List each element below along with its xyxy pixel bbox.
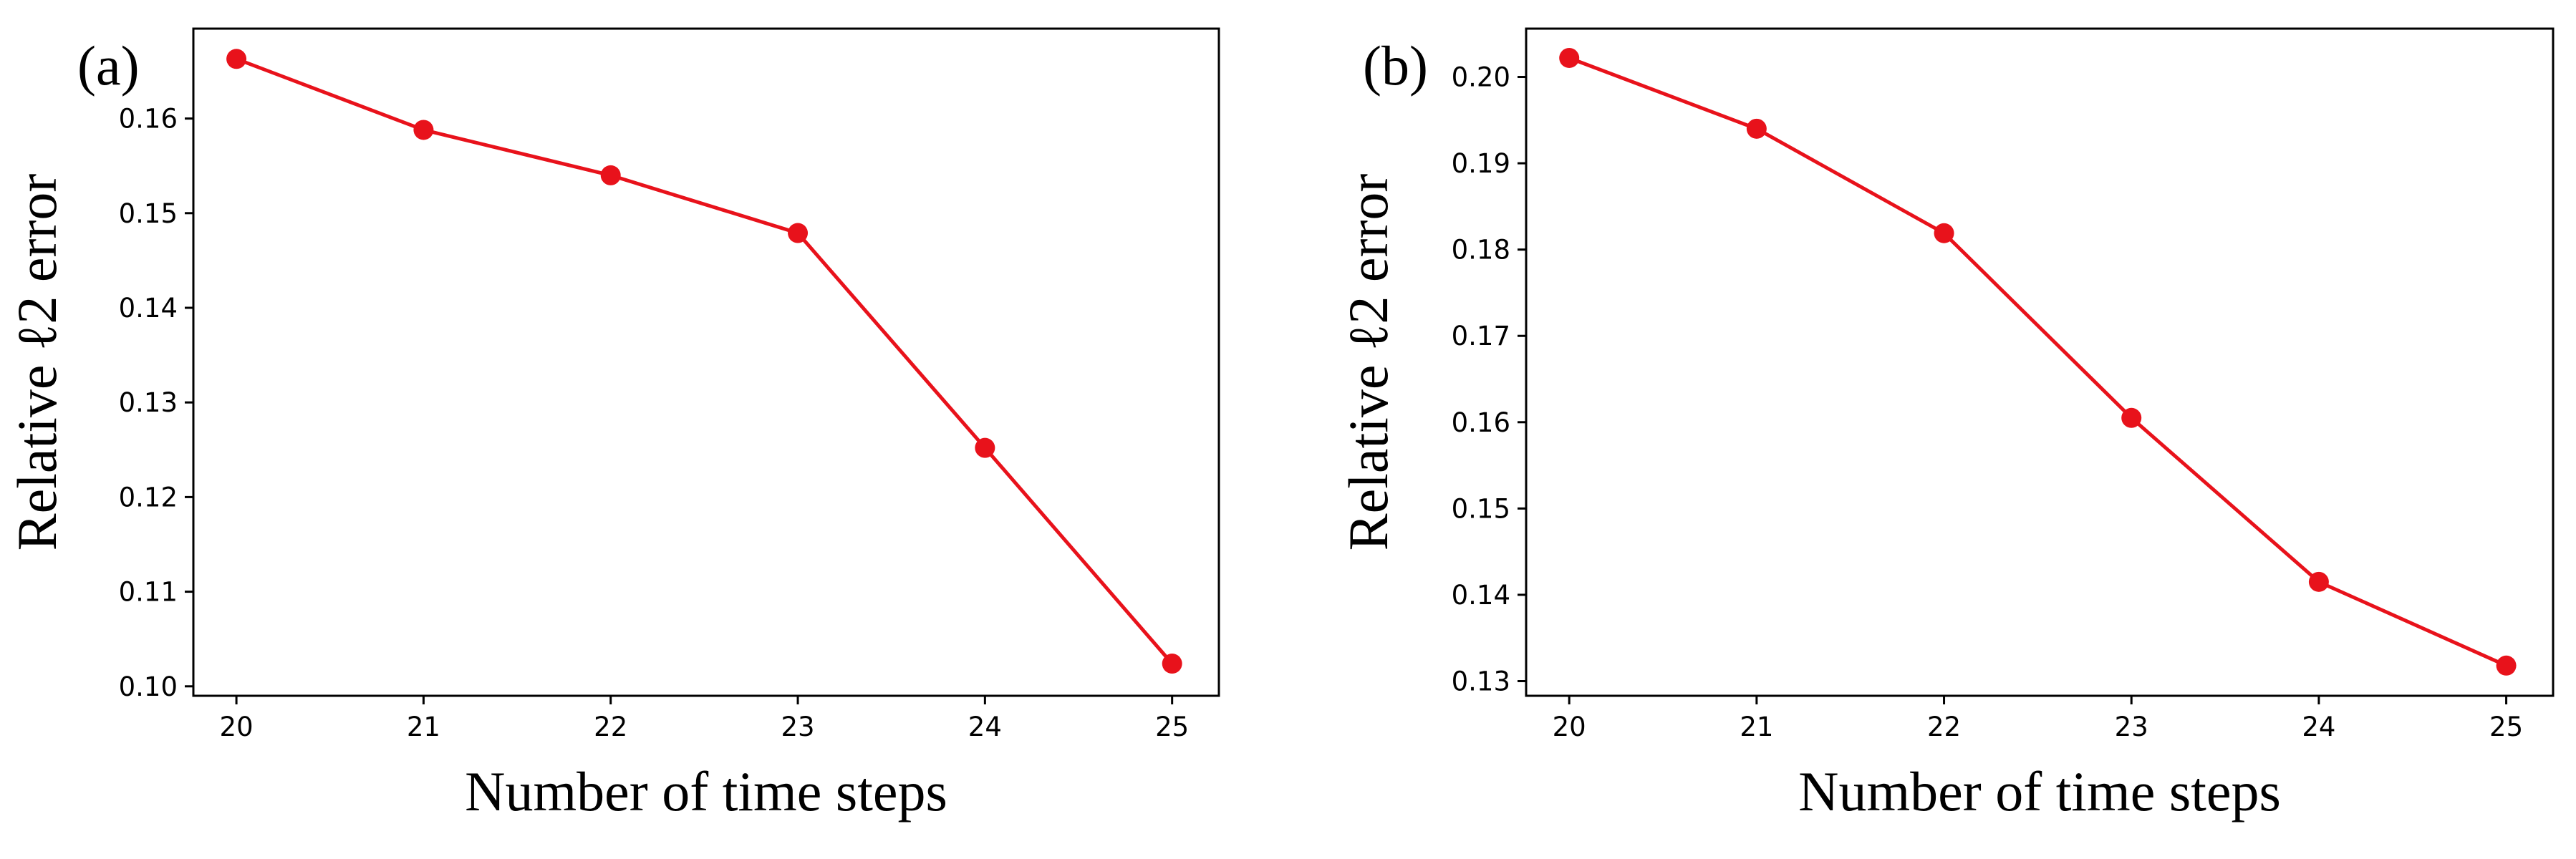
y-tick-label: 0.15 <box>119 198 178 229</box>
data-point <box>1559 47 1580 68</box>
data-point <box>1934 223 1954 243</box>
data-point <box>2121 407 2142 428</box>
x-tick-label: 23 <box>2115 712 2148 742</box>
y-tick-label: 0.19 <box>1452 148 1510 179</box>
series-line <box>1568 56 2507 668</box>
x-tick-label: 22 <box>594 712 627 742</box>
y-axis-title: Relative ℓ2 error <box>6 174 68 551</box>
x-tick-label: 20 <box>220 712 254 742</box>
data-point <box>788 223 809 243</box>
y-tick-label: 0.16 <box>119 104 178 135</box>
y-tick-label: 0.18 <box>1452 235 1510 266</box>
x-tick-label: 25 <box>2489 712 2523 742</box>
data-point <box>413 120 434 140</box>
x-axis-title: Number of time steps <box>465 760 947 822</box>
series-line <box>236 57 1174 665</box>
y-tick-label: 0.13 <box>1452 666 1510 697</box>
x-tick-label: 20 <box>1553 712 1586 742</box>
x-axis-title: Number of time steps <box>1798 760 2281 822</box>
panel-b: 20 21 22 23 24 25 0.13 0.14 0.15 0.16 0.17 0.18 0.19… <box>1337 27 2555 822</box>
y-tick-label: 0.12 <box>119 482 178 513</box>
y-tick-label: 0.17 <box>1452 321 1510 351</box>
y-tick-label: 0.15 <box>1452 493 1510 524</box>
plot-frame <box>192 27 1220 697</box>
x-tick-label: 25 <box>1155 712 1189 742</box>
x-tick-label: 21 <box>407 712 440 742</box>
data-point <box>1162 654 1182 674</box>
x-tick-label: 22 <box>1927 712 1961 742</box>
data-point <box>975 437 995 458</box>
panel-label: (b) <box>1363 34 1428 97</box>
y-tick-label: 0.14 <box>1452 580 1510 611</box>
x-tick-label: 21 <box>1740 712 1773 742</box>
panel-a: 20 21 22 23 24 25 0.10 0.11 0.12 0.13 0.14 0.15 0.16… <box>6 27 1220 822</box>
panel-label: (a) <box>77 34 140 97</box>
y-axis-title: Relative ℓ2 error <box>1337 174 1399 551</box>
data-point <box>1746 118 1767 139</box>
y-tick-label: 0.16 <box>1452 407 1510 438</box>
x-tick-label: 23 <box>781 712 814 742</box>
y-tick-label: 0.10 <box>119 671 178 702</box>
x-tick-label: 24 <box>968 712 1002 742</box>
y-tick-label: 0.13 <box>119 387 178 418</box>
y-tick-label: 0.11 <box>119 577 178 608</box>
data-point <box>226 49 247 69</box>
y-tick-label: 0.14 <box>119 293 178 324</box>
plot-frame <box>1525 27 2555 697</box>
y-tick-label: 0.20 <box>1452 62 1510 93</box>
data-point <box>2496 655 2517 676</box>
data-point <box>2308 571 2329 592</box>
data-point <box>600 165 621 185</box>
x-tick-label: 24 <box>2302 712 2335 742</box>
